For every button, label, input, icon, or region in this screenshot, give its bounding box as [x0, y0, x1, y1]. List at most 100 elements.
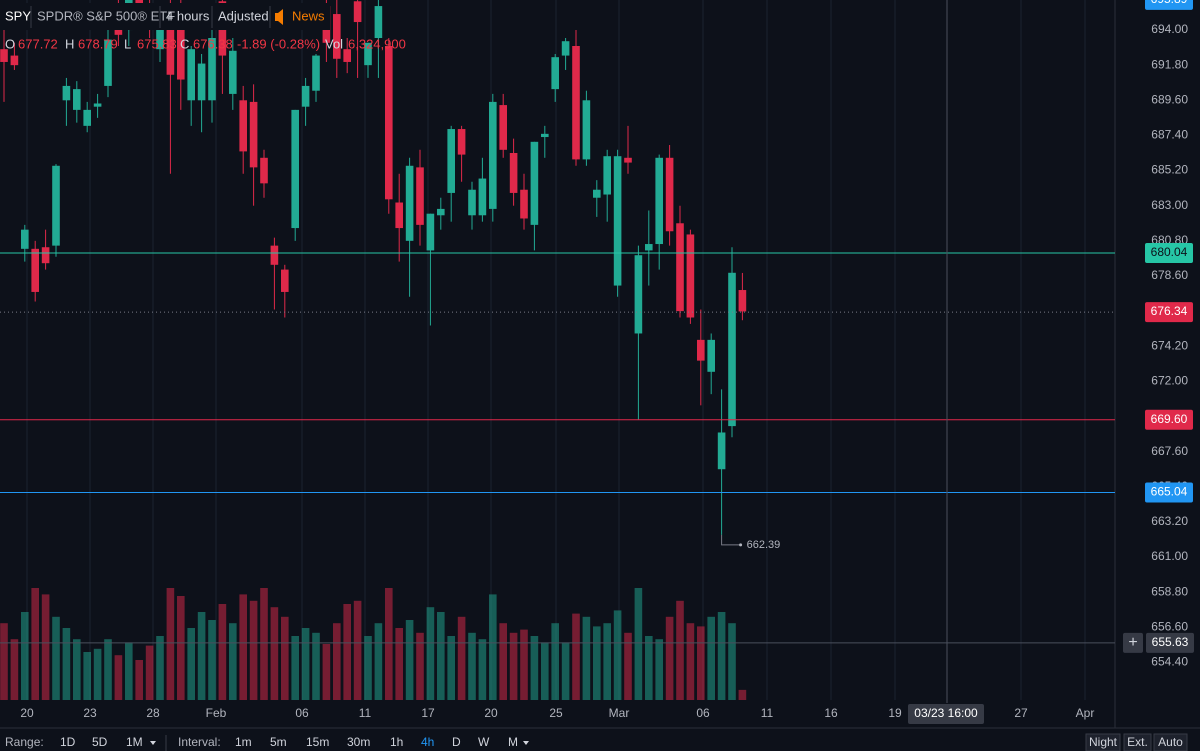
interval-button[interactable]: 1m [235, 735, 252, 749]
name: SPDR® S&P 500® ETF [37, 8, 175, 23]
candle-body [582, 100, 591, 160]
header: SPY SPDR® S&P 500® ETF 4 hours Adjusted … [0, 3, 330, 30]
volume-bar [208, 620, 216, 700]
volume-bar [322, 644, 331, 700]
toggle-label[interactable]: Auto [1158, 735, 1183, 749]
volume-bar [301, 628, 310, 700]
volume-bar [593, 626, 601, 700]
candle-body [83, 109, 91, 126]
volume-bar [343, 604, 351, 700]
price-marker [1145, 302, 1193, 323]
candle-body [177, 6, 185, 80]
candle-body [73, 89, 81, 110]
candle-body [166, 6, 175, 75]
volume-bar [499, 623, 507, 700]
candle-body [457, 129, 466, 155]
candle-body [301, 85, 310, 107]
toggle-box[interactable] [1153, 733, 1188, 751]
adjustment[interactable]: Adjusted [218, 8, 269, 23]
interval-button[interactable]: W [478, 735, 490, 749]
candle-body [509, 153, 518, 193]
candle-body [697, 339, 705, 361]
candle-body [260, 157, 268, 184]
interval-button[interactable]: 4h [421, 735, 434, 749]
volume-bar [291, 636, 299, 700]
toggle-box[interactable] [1123, 733, 1152, 751]
candle-body [333, 14, 341, 59]
candle-body [665, 157, 674, 232]
range-button[interactable]: 5D [92, 735, 108, 749]
candle-body [728, 272, 736, 427]
interval-button[interactable]: 30m [347, 735, 370, 749]
price-marker [1145, 409, 1193, 430]
volume-bar [416, 632, 424, 700]
volume-bar [41, 594, 50, 700]
candle-body [93, 103, 102, 107]
price-marker-label: 680.04 [1151, 245, 1188, 259]
volume-bar [31, 588, 39, 700]
y-tick-label: 674.20 [1151, 338, 1188, 352]
volume-bar [447, 636, 455, 700]
change: -1.89 (-0.28%) [237, 36, 320, 51]
x-tick-label: 20 [484, 706, 498, 720]
caret [523, 741, 529, 745]
volume-pane [0, 588, 747, 700]
price-marker-label: 669.60 [1151, 412, 1188, 426]
candle-body [541, 133, 549, 138]
news[interactable]: News [292, 8, 325, 23]
volume-bar [10, 639, 19, 700]
volume-bar [73, 639, 81, 700]
y-tick-label: 685.20 [1151, 163, 1188, 177]
candle-body [686, 234, 695, 318]
volume-bar [395, 628, 403, 700]
x-tick-label: 20 [20, 706, 34, 720]
range-button[interactable]: 1D [60, 735, 76, 749]
candle-body [707, 339, 715, 372]
toggle-label[interactable]: Ext. [1127, 735, 1148, 749]
x-tick-label: Apr [1076, 706, 1095, 720]
volume-bar [478, 639, 487, 700]
candle-body [104, 39, 112, 86]
toggle-label[interactable]: Night [1089, 735, 1118, 749]
price-marker-label: 665.04 [1151, 485, 1188, 499]
x-tick-label: 25 [549, 706, 563, 720]
candle-body [624, 157, 632, 163]
symbol[interactable]: SPY [5, 8, 31, 23]
volume-bar [0, 623, 8, 700]
interval-button[interactable]: 15m [306, 735, 329, 749]
x-tick-label: 23 [83, 706, 97, 720]
candle-body [374, 6, 383, 39]
timeframe[interactable]: 4 hours [166, 8, 210, 23]
volume-bar [83, 652, 91, 700]
volume-bar [426, 607, 435, 700]
x-tick-label: 27 [1014, 706, 1028, 720]
volume-bar [145, 645, 154, 700]
candle-body [343, 49, 351, 62]
interval-button[interactable]: D [452, 735, 461, 749]
toggle-box[interactable] [1085, 733, 1121, 751]
range-button[interactable]: 1M [126, 735, 143, 749]
candle-body [426, 213, 435, 251]
interval-button[interactable]: 1h [390, 735, 403, 749]
volume-bar [21, 612, 29, 700]
x-tick-label: 19 [888, 706, 902, 720]
interval-button[interactable]: M [508, 735, 518, 749]
candle-body [353, 1, 362, 23]
volume-bar [489, 594, 497, 700]
volume-bar [187, 628, 195, 700]
crosshair-y-box [1146, 632, 1194, 653]
volume-bar [125, 642, 133, 700]
candle-body [31, 248, 39, 292]
crosshair-add[interactable] [1123, 632, 1143, 653]
volume-bar [686, 623, 695, 700]
interval-button[interactable]: 5m [270, 735, 287, 749]
volume-bar [468, 632, 476, 700]
crosshair-x-label: 03/23 16:00 [914, 706, 978, 720]
news-icon [275, 9, 283, 25]
y-tick-label: 678.60 [1151, 268, 1188, 282]
candle-body [270, 245, 279, 265]
volume-bar [104, 639, 112, 700]
volume-bar [728, 623, 736, 700]
volume-bar [374, 623, 383, 700]
